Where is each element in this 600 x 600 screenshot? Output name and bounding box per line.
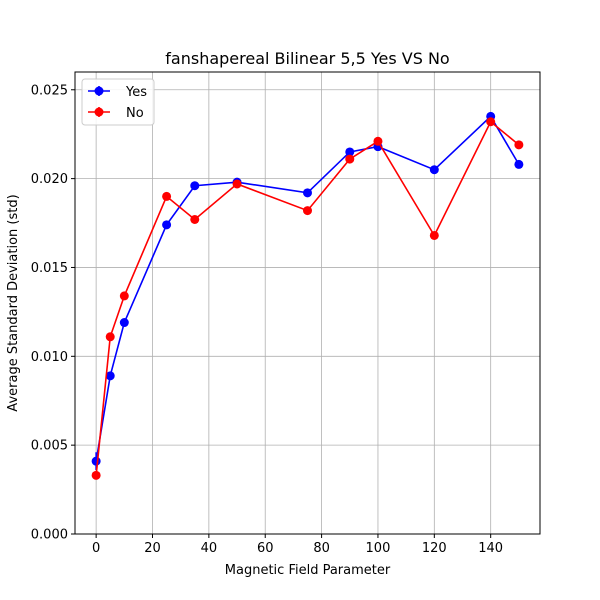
data-point-no xyxy=(514,140,524,150)
data-point-no xyxy=(303,206,312,216)
y-tick-label: 0.010 xyxy=(31,350,68,365)
data-point-yes xyxy=(303,188,312,198)
legend-marker-yes xyxy=(94,86,104,96)
data-point-no xyxy=(91,470,101,480)
series-line-yes xyxy=(95,115,520,462)
x-axis-label: Magnetic Field Parameter xyxy=(225,563,391,578)
data-point-no xyxy=(373,136,383,146)
legend-marker-no xyxy=(94,107,104,117)
data-point-yes xyxy=(429,165,439,175)
series-yes xyxy=(91,111,524,471)
data-point-yes xyxy=(345,147,355,157)
x-tick-label: 120 xyxy=(422,541,447,556)
legend-label-no: No xyxy=(126,106,144,121)
plot-frame xyxy=(74,71,541,535)
y-tick-label: 0.025 xyxy=(31,83,68,98)
x-tick-label: 100 xyxy=(366,541,391,556)
data-point-yes xyxy=(119,318,129,328)
legend-item-yes: Yes xyxy=(88,85,147,100)
x-tick-label: 80 xyxy=(313,541,330,556)
data-point-no xyxy=(119,291,129,301)
data-point-yes xyxy=(105,371,115,381)
data-point-no xyxy=(105,332,115,342)
data-point-no xyxy=(232,179,242,189)
data-point-no xyxy=(162,191,172,201)
data-point-yes xyxy=(91,456,101,466)
y-tick-label: 0.020 xyxy=(31,172,68,187)
chart-title: fanshapereal Bilinear 5,5 Yes VS No xyxy=(165,49,449,68)
y-tick-label: 0.000 xyxy=(31,528,68,543)
x-tick-label: 20 xyxy=(144,541,161,556)
x-tick-label: 140 xyxy=(478,541,503,556)
series-layer xyxy=(91,111,524,480)
data-point-yes xyxy=(514,159,524,169)
y-axis-label: Average Standard Deviation (std) xyxy=(6,194,21,411)
data-point-no xyxy=(486,117,496,127)
series-no xyxy=(91,117,524,480)
data-point-no xyxy=(345,154,355,164)
series-line-no xyxy=(95,120,520,476)
axis-ticks: 0 20 40 60 80 100 120 140 0.000 0.005 0.010 0.015 0.… xyxy=(31,83,503,556)
data-point-yes xyxy=(190,181,200,191)
legend-label-yes: Yes xyxy=(125,85,147,100)
y-tick-label: 0.005 xyxy=(31,439,68,454)
data-point-no xyxy=(190,214,200,224)
legend-items: Yes No xyxy=(88,85,147,121)
x-tick-label: 60 xyxy=(257,541,274,556)
x-tick-label: 0 xyxy=(92,541,100,556)
data-point-no xyxy=(429,230,439,240)
data-point-yes xyxy=(162,220,172,230)
grid xyxy=(75,72,540,535)
legend: Yes No xyxy=(81,78,155,126)
x-tick-label: 40 xyxy=(201,541,218,556)
y-tick-label: 0.015 xyxy=(31,261,68,276)
legend-item-no: No xyxy=(88,106,144,121)
